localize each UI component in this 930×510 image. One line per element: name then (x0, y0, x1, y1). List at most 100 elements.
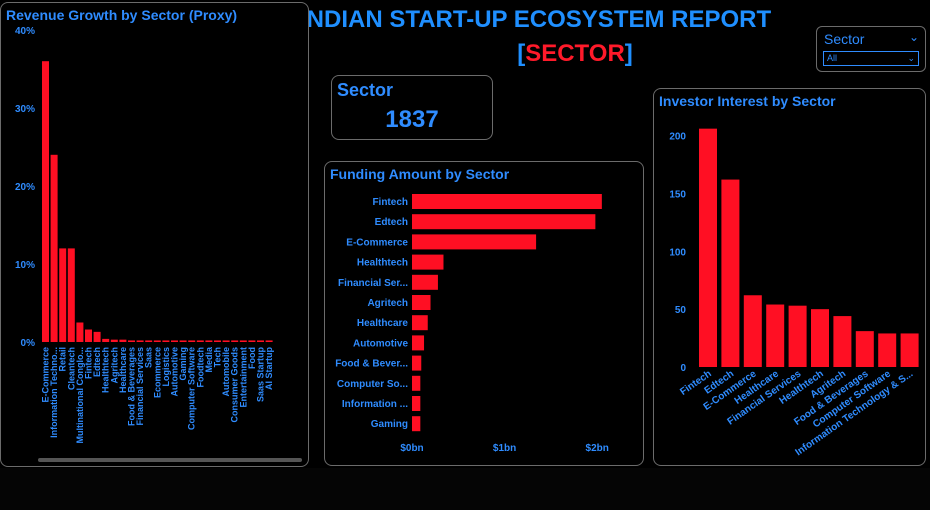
bar (412, 234, 537, 250)
y-tick-label: Healthcare (357, 318, 409, 329)
bar (265, 340, 273, 342)
bar (878, 333, 897, 367)
investor-interest-title: Investor Interest by Sector (659, 93, 836, 109)
funding-amount-chart: Fintech Edtech E-Commerce Healthtech Financi… (335, 194, 609, 454)
funding-amount-title: Funding Amount by Sector (330, 166, 510, 182)
subtitle-bracket-open: [ (517, 40, 526, 67)
y-tick-label: 100 (669, 247, 686, 258)
bar (412, 214, 596, 230)
bar (900, 333, 919, 367)
bar (412, 274, 438, 290)
bar (93, 331, 101, 342)
dropdown-chevron-icon[interactable]: ⌄ (907, 53, 915, 63)
x-tick-label: Automobile (221, 347, 231, 397)
sector-dropdown[interactable]: All ⌄ (823, 51, 919, 66)
report-subtitle: [SECTOR] (470, 40, 680, 68)
bar (412, 416, 421, 432)
y-tick-label: 150 (669, 189, 686, 200)
bar (162, 340, 170, 342)
bar (153, 340, 161, 342)
x-tick-label: Media (204, 346, 214, 373)
x-tick-label: Computer Software (187, 347, 197, 430)
x-tick-label: Food (247, 347, 257, 369)
x-tick-label: $0bn (400, 443, 423, 454)
bar (743, 295, 762, 367)
x-tick-label: Cleantech (66, 347, 76, 390)
chevron-down-icon[interactable]: ⌄ (908, 30, 919, 44)
bar (128, 340, 135, 342)
x-tick-label: Gaming (178, 347, 188, 381)
bar (721, 179, 740, 367)
x-tick-label: E-Commerce (41, 347, 51, 403)
x-tick-label: Saas (144, 347, 154, 368)
bar (412, 375, 421, 391)
bar (699, 128, 717, 367)
y-tick-label: 20% (15, 182, 35, 193)
kpi-label: Sector (337, 80, 394, 100)
bar (196, 340, 204, 342)
revenue-growth-panel: Revenue Growth by Sector (Proxy) 0% 10% 20… (0, 2, 309, 467)
y-tick-label: E-Commerce (346, 237, 408, 248)
bar (248, 340, 256, 342)
x-tick-label: Entertainment (238, 347, 248, 408)
bar (67, 248, 75, 342)
bar (76, 322, 84, 342)
x-tick-label: $1bn (493, 443, 516, 454)
bar (136, 340, 144, 342)
x-tick-label: Retail (58, 347, 68, 372)
bar (110, 339, 118, 342)
slicer-label: Sector (824, 31, 865, 47)
bar (50, 154, 58, 342)
bar (855, 331, 874, 367)
y-tick-label: 50 (675, 305, 687, 316)
x-tick-label: Multinational Conglo... (75, 347, 85, 444)
bar (412, 295, 431, 310)
x-tick-label: Logistics (161, 347, 171, 387)
bar (788, 305, 807, 367)
funding-amount-panel: Funding Amount by Sector Fintech Edtech E-… (324, 161, 644, 466)
bar (59, 248, 67, 342)
x-tick-label: Foodtech (195, 347, 205, 388)
bar (412, 396, 421, 411)
y-tick-label: Automotive (353, 338, 408, 349)
x-tick-label: Edtech (92, 347, 102, 377)
x-tick-label: Food & Beverages (127, 347, 137, 426)
y-tick-label: 30% (15, 104, 35, 115)
bar (179, 340, 187, 342)
bar (222, 340, 230, 342)
y-tick-label: Fintech (372, 197, 408, 208)
bar (412, 335, 425, 351)
x-tick-label: AI Startup (264, 347, 274, 391)
subtitle-text: SECTOR (525, 40, 625, 67)
bar (85, 329, 92, 342)
report-title: INDIAN START-UP ECOSYSTEM REPORT (300, 6, 772, 33)
investor-interest-panel: Investor Interest by Sector 0 50 100 150 200… (653, 88, 926, 466)
bar (811, 309, 829, 367)
bar (412, 194, 602, 209)
y-tick-label: Agritech (367, 298, 408, 309)
bar (833, 316, 852, 367)
y-tick-label: 10% (15, 260, 35, 271)
bar (171, 340, 178, 342)
subtitle-bracket-close: ] (624, 40, 633, 67)
revenue-growth-title: Revenue Growth by Sector (Proxy) (6, 7, 238, 23)
investor-interest-chart: 050100150200FintechEdtechE-CommerceHealt… (669, 128, 919, 458)
x-tick-label: Saas Startup (256, 347, 266, 403)
x-tick-label: Healthtech (101, 347, 111, 393)
x-tick-label: Financial Services (135, 347, 145, 426)
sector-slicer[interactable]: Sector ⌄ All ⌄ (816, 26, 926, 72)
bar (239, 340, 247, 342)
y-tick-label: Gaming (371, 419, 408, 430)
x-tick-label: Information Techno... (49, 347, 59, 438)
bar (145, 340, 153, 342)
y-tick-label: Food & Bever... (335, 359, 408, 370)
y-tick-label: Healthtech (357, 258, 408, 269)
x-tick-label: Consumer Goods (230, 347, 240, 423)
bar (412, 315, 428, 331)
horizontal-scrollbar[interactable] (38, 458, 302, 462)
bar (231, 340, 239, 342)
y-tick-label: 0 (680, 363, 686, 374)
y-tick-label: Information ... (342, 399, 408, 410)
x-tick-label: $2bn (586, 443, 609, 454)
